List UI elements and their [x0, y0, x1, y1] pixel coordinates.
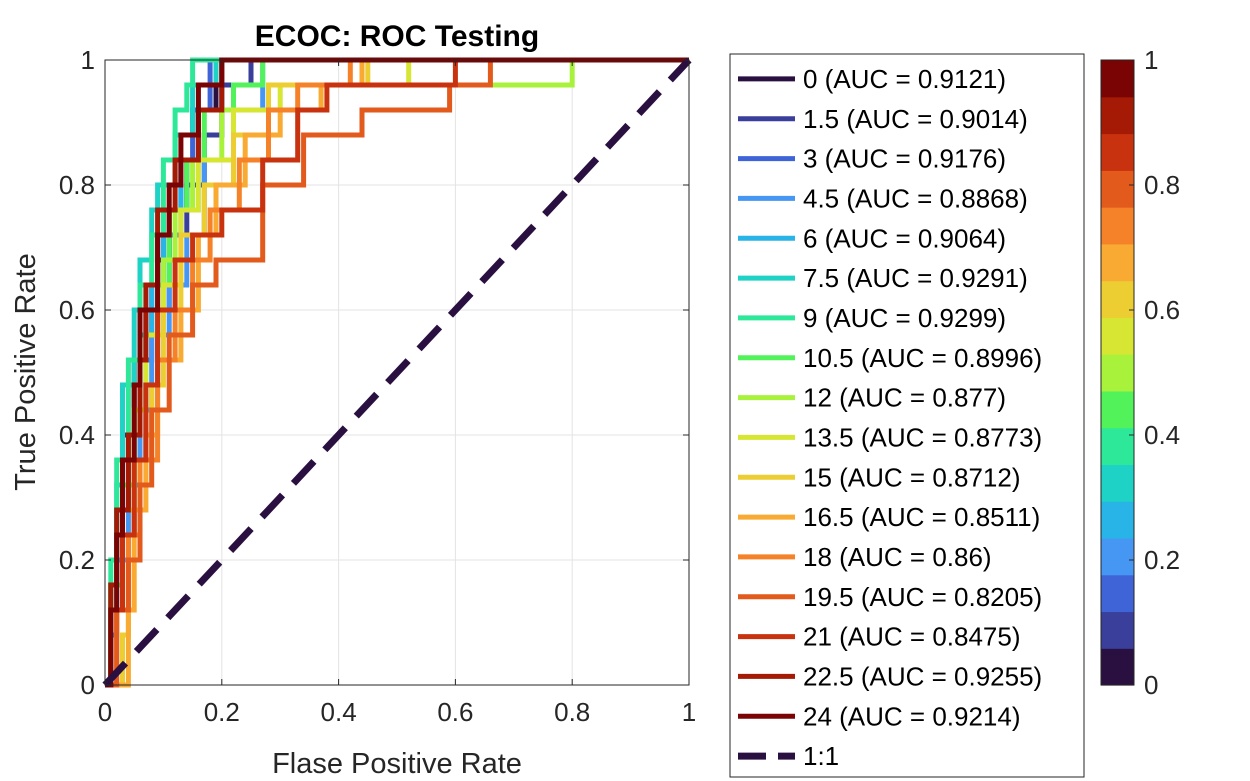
y-axis-label: True Positive Rate: [10, 253, 42, 490]
axes: 0 0.2 0.4 0.6 0.8 1 0 0.2 0.4 0.6 0.8 1: [59, 45, 696, 727]
x-tick-label: 0.4: [321, 697, 357, 727]
legend-label: 6 (AUC = 0.9064): [803, 223, 1006, 253]
y-tick-label: 0.4: [59, 420, 95, 450]
colorbar-segment: [1101, 133, 1134, 171]
colorbar-segment: [1101, 574, 1134, 613]
colorbar-segment: [1101, 60, 1134, 98]
colorbar-segment: [1101, 280, 1134, 318]
colorbar-segment: [1101, 170, 1134, 208]
legend-label: 3 (AUC = 0.9176): [803, 144, 1006, 174]
colorbar-segment: [1101, 464, 1134, 502]
legend: 0 (AUC = 0.9121) 1.5 (AUC = 0.9014) 3 (AUC…: [729, 53, 1085, 778]
colorbar: 0 0.2 0.4 0.6 0.8 1: [1100, 45, 1180, 700]
x-axis-label: Flase Positive Rate: [272, 748, 522, 780]
y-tick-label: 1: [81, 45, 95, 75]
y-tick-label: 0.8: [59, 170, 95, 200]
colorbar-segment: [1101, 317, 1134, 355]
roc-line-13: [105, 57, 689, 688]
legend-label: 4.5 (AUC = 0.8868): [803, 183, 1028, 213]
legend-label: 0 (AUC = 0.9121): [803, 64, 1006, 94]
legend-label: 1.5 (AUC = 0.9014): [803, 104, 1028, 134]
legend-label: 13.5 (AUC = 0.8773): [803, 422, 1042, 452]
chart-title: ECOC: ROC Testing: [255, 20, 539, 53]
legend-label: 1:1: [803, 741, 839, 771]
colorbar-tick-label: 0.2: [1144, 545, 1180, 575]
colorbar-segment: [1101, 390, 1134, 429]
colorbar-frame: [1100, 59, 1135, 686]
legend-label: 22.5 (AUC = 0.9255): [803, 661, 1042, 691]
legend-label: 18 (AUC = 0.86): [803, 542, 992, 572]
colorbar-segment: [1101, 501, 1134, 539]
y-tick-label: 0.6: [59, 295, 95, 325]
colorbar-segment: [1101, 207, 1134, 245]
axes-frame: [104, 59, 690, 686]
y-tick-label: 0: [81, 670, 95, 700]
colorbar-tick-label: 0.8: [1144, 170, 1180, 200]
x-tick-label: 0.6: [437, 697, 473, 727]
colorbar-tick-label: 0.4: [1144, 420, 1180, 450]
colorbar-segment: [1101, 648, 1134, 686]
legend-label: 15 (AUC = 0.8712): [803, 462, 1021, 492]
colorbar-segment: [1101, 611, 1134, 649]
legend-box: [729, 53, 1085, 778]
legend-label: 19.5 (AUC = 0.8205): [803, 582, 1042, 612]
legend-label: 24 (AUC = 0.9214): [803, 701, 1021, 731]
legend-label: 7.5 (AUC = 0.9291): [803, 263, 1028, 293]
colorbar-segment: [1101, 354, 1134, 392]
x-tick-label: 0.8: [554, 697, 590, 727]
colorbar-tick-label: 0.6: [1144, 295, 1180, 325]
colorbar-segment: [1101, 96, 1134, 135]
colorbar-segment: [1101, 427, 1134, 466]
x-tick-label: 1: [682, 697, 696, 727]
colorbar-tick-label: 1: [1144, 45, 1158, 75]
colorbar-segment: [1101, 243, 1134, 282]
x-tick-label: 0: [98, 697, 112, 727]
legend-label: 10.5 (AUC = 0.8996): [803, 343, 1042, 373]
series-lines: [102, 57, 692, 688]
legend-label: 9 (AUC = 0.9299): [803, 303, 1006, 333]
legend-label: 21 (AUC = 0.8475): [803, 622, 1021, 652]
legend-label: 16.5 (AUC = 0.8511): [803, 502, 1040, 532]
colorbar-segment: [1101, 537, 1134, 576]
reference-line-1-1: [102, 57, 692, 688]
colorbar-tick-label: 0: [1144, 670, 1158, 700]
x-tick-label: 0.2: [204, 697, 240, 727]
y-tick-label: 0.2: [59, 545, 95, 575]
legend-label: 12 (AUC = 0.877): [803, 383, 1006, 413]
roc-line-16: [105, 57, 689, 688]
